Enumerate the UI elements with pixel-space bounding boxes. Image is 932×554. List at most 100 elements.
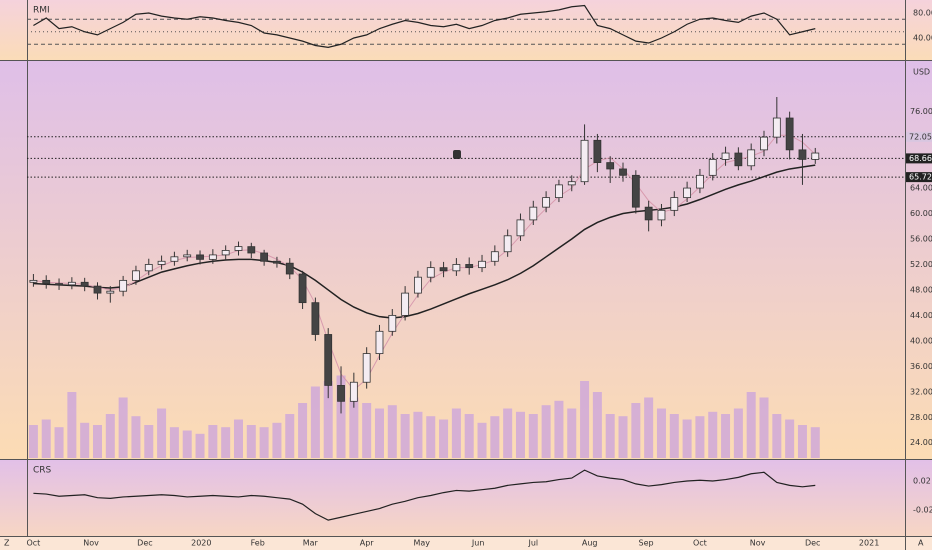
indicator-line	[33, 469, 816, 521]
candle-body	[170, 256, 179, 262]
price-tag	[906, 153, 932, 164]
y-tick-label: 40.00	[913, 34, 932, 43]
y-tick-label: 52.00	[910, 260, 932, 269]
volume-bar	[195, 433, 205, 458]
candle-body	[503, 235, 512, 253]
volume-bar	[233, 419, 243, 458]
volume-bar	[451, 408, 461, 458]
volume-bar	[157, 408, 167, 458]
volume-bar	[92, 425, 102, 458]
candle-body	[760, 136, 768, 151]
x-tick-label: Aug	[582, 539, 598, 548]
x-tick-label: Jun	[471, 539, 485, 548]
volume-bar	[721, 414, 731, 458]
candle-body	[580, 139, 589, 183]
volume-bar	[182, 430, 192, 458]
candle-body	[144, 264, 153, 272]
volume-bar	[554, 400, 564, 458]
candle-body	[260, 252, 269, 262]
y-tick-label: -0.02	[913, 505, 932, 514]
event-icon[interactable]	[453, 150, 461, 159]
y-tick-label: 40.00	[910, 336, 932, 345]
candle-body	[657, 209, 666, 221]
x-tick-label: Dec	[137, 539, 152, 548]
volume-bar	[644, 397, 654, 458]
volume-bar	[772, 414, 782, 458]
volume-bar	[631, 403, 641, 458]
candle-body	[478, 260, 486, 269]
candle-body	[132, 270, 140, 281]
volume-bar	[272, 422, 282, 458]
x-tick-label: Nov	[750, 539, 766, 548]
y-tick-label: 76.00	[910, 107, 932, 116]
candle-body	[285, 262, 294, 275]
volume-bar	[439, 419, 449, 458]
candle-body	[106, 290, 115, 294]
volume-bar	[169, 427, 179, 458]
volume-bar	[580, 381, 590, 458]
volume-bar	[374, 408, 384, 458]
candle-body	[93, 285, 102, 294]
y-tick-label: 0.02	[913, 477, 931, 486]
x-tick-label: Jul	[527, 539, 538, 548]
crs-title: CRS	[33, 466, 52, 476]
candle-body	[362, 353, 371, 383]
candle-body	[414, 276, 422, 294]
candle-body	[785, 117, 794, 151]
candle-body	[247, 246, 256, 254]
volume-bar	[426, 416, 436, 458]
candle-body	[593, 139, 602, 163]
candle-body	[708, 159, 717, 176]
volume-bar	[208, 425, 218, 458]
candle-body	[349, 381, 358, 402]
y-tick-label: 32.00	[910, 387, 932, 396]
candle-body	[619, 168, 627, 176]
volume-bar	[618, 416, 628, 458]
y-tick-label: 64.00	[910, 184, 932, 193]
x-tick-label: Oct	[26, 539, 40, 548]
candle-body	[490, 251, 499, 262]
volume-bar	[246, 425, 256, 458]
price-tag-label: 68.66	[909, 154, 932, 163]
volume-bar	[759, 397, 769, 458]
candle-body	[234, 246, 243, 251]
candle-body	[388, 314, 397, 332]
x-tick-label: Oct	[693, 539, 707, 548]
candle-body	[311, 302, 320, 335]
candle-body	[401, 292, 410, 316]
candle-body	[439, 267, 448, 272]
corner-right[interactable]: A	[918, 539, 924, 548]
volume-bar	[656, 408, 666, 458]
volume-bar	[797, 425, 807, 458]
volume-bar	[310, 386, 320, 458]
volume-bar	[695, 416, 705, 458]
volume-bar	[387, 405, 397, 458]
y-tick-label: 28.00	[910, 413, 932, 422]
price-tag-label: 72.05	[909, 132, 932, 141]
price-tag	[906, 131, 932, 142]
volume-bar	[708, 411, 718, 458]
moving-average	[33, 164, 816, 319]
candle-body	[29, 279, 38, 283]
volume-bar	[669, 414, 679, 458]
volume-bar	[54, 427, 64, 458]
y-tick-label: 44.00	[910, 311, 932, 320]
candle-body	[734, 152, 743, 167]
corner-left: Z	[4, 539, 10, 548]
volume-bar	[28, 425, 38, 458]
x-tick-label: 2021	[859, 539, 879, 548]
volume-bar	[105, 414, 115, 458]
rmi-title: RMI	[33, 6, 50, 16]
volume-bar	[413, 411, 423, 458]
volume-bar	[336, 375, 346, 458]
volume-bar	[362, 403, 372, 458]
candle-body	[465, 264, 474, 269]
y-tick-label: 48.00	[910, 285, 932, 294]
candle-body	[811, 152, 820, 160]
x-tick-label: Apr	[360, 539, 375, 548]
volume-bar	[785, 419, 795, 458]
volume-bar	[298, 403, 308, 458]
y-tick-label: 56.00	[910, 234, 932, 243]
candle-body	[644, 206, 653, 221]
currency: USD	[913, 68, 930, 77]
